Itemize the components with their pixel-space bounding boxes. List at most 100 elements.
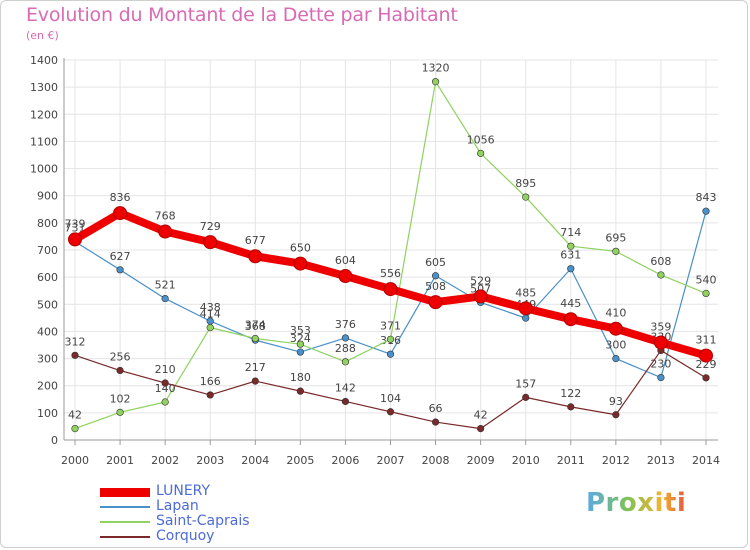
data-point: [522, 393, 530, 401]
y-tick-label: 700: [37, 244, 58, 257]
x-tick-label: 2003: [196, 454, 224, 467]
x-tick-label: 2004: [241, 454, 269, 467]
data-label: 895: [515, 177, 536, 190]
y-tick-label: 300: [37, 353, 58, 366]
data-label: 180: [290, 371, 311, 384]
data-point: [383, 282, 398, 297]
data-label: 300: [605, 339, 626, 352]
y-tick-label: 600: [37, 271, 58, 284]
chart-title: Evolution du Montant de la Dette par Hab…: [26, 4, 458, 26]
data-point: [71, 425, 79, 433]
data-point: [161, 379, 169, 387]
data-label: 1320: [422, 62, 450, 75]
data-point: [251, 334, 259, 343]
data-label: 256: [110, 351, 131, 364]
data-point: [477, 425, 485, 433]
data-point: [113, 206, 128, 221]
data-point: [206, 324, 214, 332]
data-label: 604: [335, 254, 356, 267]
data-label: 836: [110, 191, 131, 204]
y-tick-label: 1300: [30, 81, 58, 94]
data-label: 376: [335, 318, 356, 331]
x-tick-label: 2009: [467, 454, 495, 467]
data-label: 66: [429, 402, 443, 415]
x-tick-label: 2014: [692, 454, 720, 467]
data-label: 312: [65, 335, 86, 348]
data-point: [563, 312, 578, 327]
data-label: 445: [560, 297, 581, 310]
data-point: [161, 294, 169, 303]
data-label: 677: [245, 234, 266, 247]
data-label: 631: [560, 249, 581, 262]
data-point: [653, 335, 668, 350]
legend-label: Lapan: [156, 498, 199, 514]
data-point: [657, 271, 665, 279]
x-tick-label: 2012: [602, 454, 630, 467]
data-label: 540: [696, 273, 717, 286]
x-tick-label: 2007: [377, 454, 405, 467]
data-point: [386, 408, 395, 416]
y-tick-label: 1400: [30, 54, 58, 67]
legend-swatch: [100, 536, 150, 538]
data-point: [296, 387, 304, 395]
data-point: [386, 350, 395, 358]
x-tick-label: 2011: [557, 454, 585, 467]
data-label: 229: [696, 358, 717, 371]
data-label: 210: [155, 363, 176, 376]
data-point: [116, 266, 124, 274]
x-tick-label: 2010: [512, 454, 540, 467]
data-label: 414: [200, 308, 221, 321]
data-label: 93: [609, 395, 623, 408]
data-label: 556: [380, 267, 401, 280]
data-label: 438: [200, 301, 221, 314]
data-point: [341, 334, 350, 342]
y-tick-label: 1100: [30, 135, 58, 148]
legend-swatch: [100, 487, 150, 497]
data-label: 42: [68, 409, 82, 422]
data-point: [161, 398, 169, 406]
x-tick-label: 2006: [331, 454, 359, 467]
data-label: 122: [560, 387, 581, 400]
data-label: 508: [425, 280, 446, 293]
data-point: [71, 351, 79, 359]
x-tick-label: 2000: [61, 454, 89, 467]
data-label: 324: [290, 332, 311, 345]
data-point: [612, 411, 620, 419]
data-point: [702, 374, 710, 382]
data-point: [251, 377, 259, 385]
data-label: 843: [696, 191, 717, 204]
data-point: [428, 295, 443, 310]
data-point: [68, 232, 82, 247]
data-point: [473, 289, 488, 304]
data-point: [567, 265, 575, 273]
data-point: [518, 301, 533, 316]
legend-label: Corquoy: [156, 528, 215, 544]
data-label: 311: [696, 334, 717, 347]
proxiti-logo: Proxiti: [586, 488, 686, 518]
data-point: [431, 78, 440, 86]
data-point: [699, 348, 713, 363]
data-label: 739: [65, 217, 86, 230]
data-label: 217: [245, 361, 266, 374]
data-label: 102: [110, 392, 131, 405]
data-point: [477, 149, 485, 157]
data-point: [248, 249, 263, 264]
data-point: [567, 242, 575, 250]
data-label: 157: [515, 377, 536, 390]
data-point: [567, 403, 575, 411]
data-point: [702, 289, 710, 298]
data-label: 142: [335, 381, 356, 394]
data-label: 768: [155, 210, 176, 223]
data-point: [522, 193, 530, 201]
data-label: 529: [470, 274, 491, 287]
y-tick-label: 900: [37, 190, 58, 203]
data-label: 729: [200, 220, 221, 233]
x-tick-label: 2008: [422, 454, 450, 467]
data-label: 353: [290, 324, 311, 337]
data-label: 371: [380, 319, 401, 332]
data-label: 608: [650, 255, 671, 268]
x-tick-label: 2005: [286, 454, 314, 467]
data-label: 714: [560, 226, 581, 239]
